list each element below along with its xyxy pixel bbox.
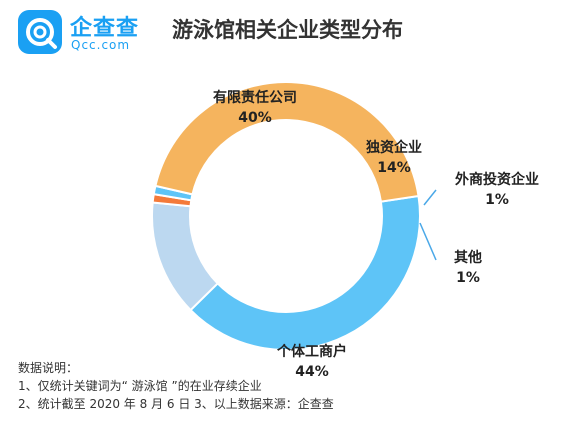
donut-slice-4 [154,81,420,203]
leader-line-3 [419,222,437,261]
notes-line-2: 2、统计截至 2020 年 8 月 6 日 3、以上数据来源：企查查 [18,397,334,411]
donut-slice-0 [189,194,421,351]
data-notes: 数据说明： 1、仅统计关键词为“ 游泳馆 ”的在业存续企业 2、统计截至 202… [18,359,334,413]
slice-label-2: 外商投资企业 [455,171,539,188]
slice-value-0: 40% [238,110,272,126]
slice-value-4: 44% [295,364,329,380]
brand-domain: Qcc.com [71,38,131,52]
qcc-logo-icon [18,10,62,54]
brand-logo: 企查查 Qcc.com [18,8,163,56]
donut-slice-1 [151,201,220,312]
slice-value-3: 1% [456,270,480,286]
notes-heading: 数据说明： [18,361,79,375]
slice-label-4: 个体工商户 [276,343,347,360]
slice-label-0: 有限责任公司 [213,89,297,106]
brand-name: 企查查 [70,16,140,41]
slice-label-3: 其他 [454,249,482,266]
slice-value-1: 14% [377,160,411,176]
slice-value-2: 1% [485,192,509,208]
chart-title: 游泳馆相关企业类型分布 [172,18,403,42]
leader-line-2 [423,189,437,206]
slice-label-1: 独资企业 [366,139,422,156]
notes-line-1: 1、仅统计关键词为“ 游泳馆 ”的在业存续企业 [18,379,262,393]
